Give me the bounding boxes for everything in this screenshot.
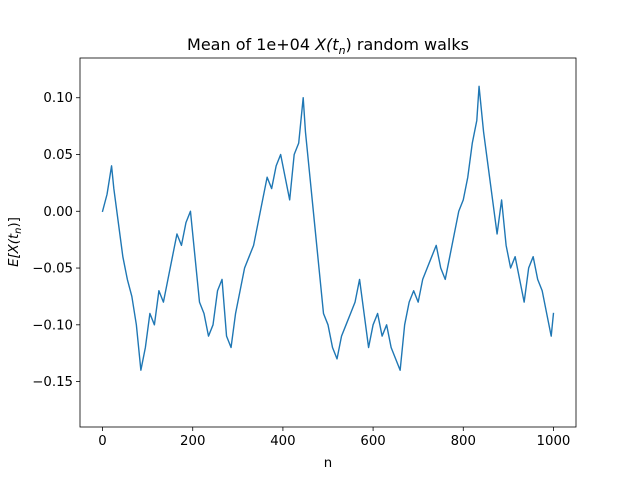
ylabel-math-base: E[X(t [7,233,22,267]
series-line-0 [101,85,555,371]
x-tick-label: 600 [360,434,385,449]
y-tick-label: 0.00 [43,205,73,220]
x-tick-label: 1000 [537,434,571,449]
title-suffix: random walks [352,35,469,54]
x-tick-label: 200 [180,434,205,449]
plot-frame [79,57,577,428]
y-tick-label: −0.15 [32,375,73,390]
y-tick-label: 0.10 [43,91,73,106]
chart-title: Mean of 1e+04 X(tn) random walks [187,35,469,57]
y-tick-label: −0.05 [32,262,73,277]
title-prefix: Mean of 1e+04 [187,35,315,54]
y-tick-label: 0.05 [43,148,73,163]
ylabel-math-sub: n [13,227,24,233]
y-axis-label: E[X(tn)] [7,217,24,267]
x-tick-label: 400 [270,434,295,449]
y-tick-label: −0.10 [32,318,73,333]
axes-layer: 0 200 400 600 800 1000 −0.15 −0.10 −0.05 0.00 0.05… [32,91,570,449]
title-math-base: X(t [314,35,339,54]
ylabel-math-close: )] [7,217,22,227]
x-tick-label: 800 [451,434,476,449]
plot-layer [101,85,555,371]
title-math-sub: n [339,44,346,57]
x-axis-label: n [324,456,332,471]
title-math-close: ) [346,35,352,54]
x-tick-label: 0 [98,434,106,449]
